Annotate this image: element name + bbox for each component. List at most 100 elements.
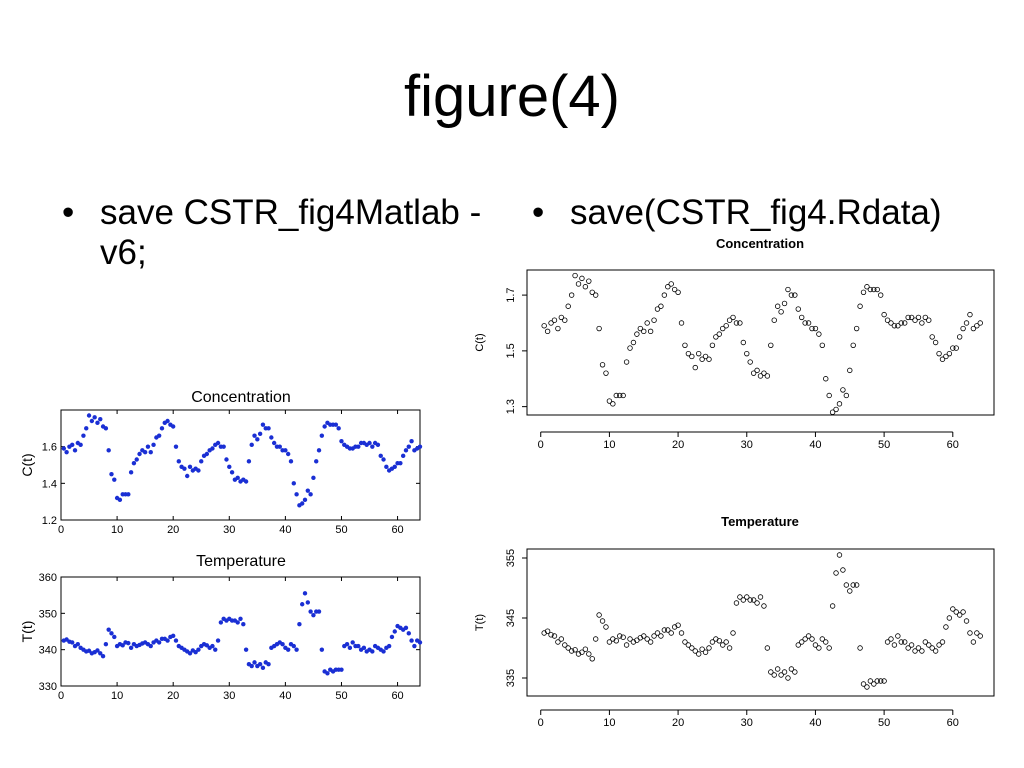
data-point (367, 440, 372, 446)
data-point (548, 320, 554, 326)
data-point (126, 640, 131, 646)
data-point (836, 552, 843, 558)
data-point (661, 627, 668, 633)
data-point (678, 630, 685, 636)
data-point (210, 643, 215, 649)
y-tick-label: 345 (505, 609, 517, 627)
data-point (311, 612, 316, 618)
data-point (919, 648, 925, 654)
data-point (403, 625, 409, 631)
x-tick-label: 50 (878, 717, 890, 729)
data-point (977, 320, 983, 326)
data-point (620, 634, 626, 640)
data-point (325, 671, 330, 676)
data-point (381, 649, 386, 654)
data-point (829, 603, 836, 609)
data-point (932, 648, 939, 654)
data-point (339, 667, 344, 672)
chart-matlab_conc: Concentration C(t) 0 10 20 30 40 50 60 1.2 1.4 1.6 (19, 389, 423, 536)
data-point (977, 633, 983, 639)
data-point (792, 292, 798, 298)
data-point (333, 422, 339, 427)
data-point (651, 633, 657, 639)
data-point (541, 323, 547, 329)
data-point (819, 636, 826, 642)
data-point (81, 433, 86, 438)
y-tick-label: 1.5 (505, 343, 517, 358)
data-point (613, 638, 619, 644)
data-point (757, 373, 764, 379)
data-point (761, 370, 767, 376)
data-point (716, 638, 722, 644)
bullet-matlab-text: save CSTR_fig4Matlab -v6; (100, 193, 482, 272)
data-point (884, 317, 891, 323)
data-point (682, 639, 688, 645)
data-point (692, 364, 698, 371)
data-point (895, 633, 901, 639)
data-point (695, 651, 702, 657)
data-point (967, 630, 973, 636)
data-point (950, 606, 956, 612)
data-point (761, 603, 767, 609)
data-point (400, 453, 406, 459)
y-tick-label: 340 (39, 645, 57, 657)
x-tick-label: 50 (335, 690, 347, 702)
data-point (950, 345, 956, 351)
data-point (623, 359, 630, 365)
data-point (840, 387, 846, 393)
data-point (344, 642, 350, 647)
data-point (634, 331, 640, 337)
data-point (78, 442, 83, 448)
data-point (860, 681, 867, 687)
data-point (235, 475, 240, 481)
data-point (871, 681, 877, 687)
data-point (788, 666, 795, 672)
y-tick-label: 1.7 (505, 287, 517, 302)
data-point (579, 275, 585, 282)
data-point (285, 451, 291, 457)
data-point (72, 448, 78, 453)
data-point (375, 442, 381, 448)
x-tick-label: 0 (58, 524, 64, 536)
data-point (713, 334, 719, 340)
x-tick-label: 50 (878, 439, 890, 451)
data-point (596, 325, 602, 332)
data-point (860, 289, 867, 296)
data-point (747, 597, 753, 603)
data-point (744, 350, 750, 357)
data-point (764, 645, 771, 651)
data-point (350, 640, 355, 645)
data-point (685, 642, 692, 648)
data-point (888, 320, 894, 326)
data-point (785, 675, 791, 681)
data-point (939, 639, 946, 645)
data-point (905, 314, 911, 321)
data-point (314, 459, 319, 464)
data-point (953, 345, 959, 351)
data-point (409, 438, 414, 444)
data-point (898, 639, 904, 645)
data-point (193, 650, 198, 655)
data-point (771, 317, 777, 323)
data-point (294, 492, 299, 497)
data-point (750, 370, 757, 376)
x-tick-label: 10 (111, 690, 123, 702)
data-point (720, 325, 726, 332)
data-point (716, 331, 722, 337)
data-point (895, 323, 901, 329)
data-point (176, 459, 181, 464)
data-point (305, 488, 311, 493)
data-point (277, 444, 282, 449)
data-point (378, 453, 383, 459)
data-point (709, 342, 716, 348)
data-point (671, 286, 678, 293)
data-point (908, 642, 915, 648)
data-point (558, 636, 565, 642)
data-point (555, 325, 561, 332)
data-point (308, 609, 313, 614)
data-point (86, 648, 92, 653)
data-point (744, 594, 750, 600)
data-point (106, 448, 111, 453)
data-point (850, 582, 856, 588)
chart-matlab_temp: Temperature T(t) 0 10 20 30 40 50 60 330 340 350 360 (19, 553, 423, 702)
